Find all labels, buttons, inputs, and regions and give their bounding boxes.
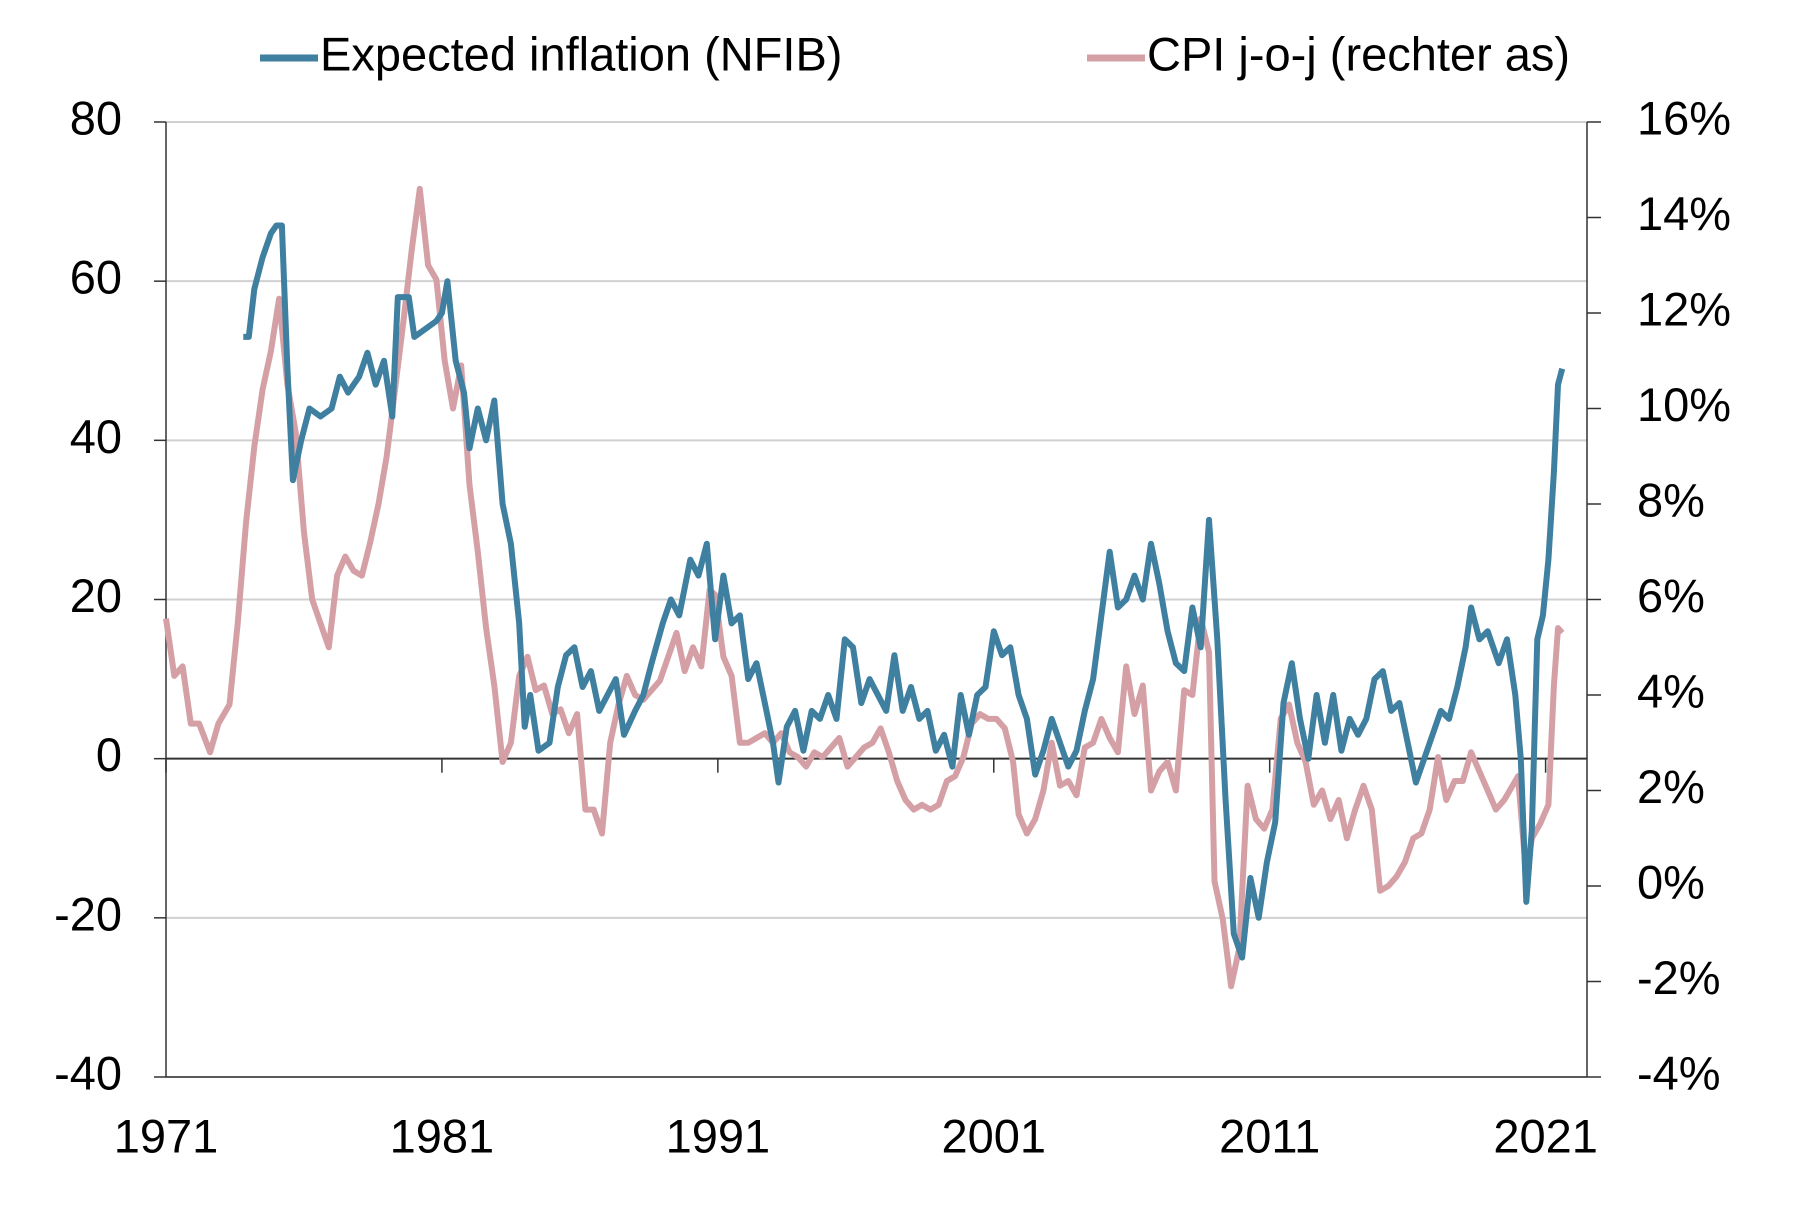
x-tick-label: 2001 [941, 1109, 1046, 1162]
series-line [163, 185, 1565, 990]
legend-label: Expected inflation (NFIB) [320, 27, 842, 80]
x-tick-label: 2011 [1219, 1109, 1320, 1162]
y2-tick-label: -2% [1637, 951, 1721, 1004]
series-line [243, 222, 1566, 961]
y2-tick-label: 10% [1637, 378, 1731, 431]
y-tick-label: 40 [70, 410, 122, 463]
y2-tick-label: -4% [1637, 1046, 1721, 1099]
y-tick-label: 20 [70, 569, 122, 622]
y2-tick-label: 12% [1637, 282, 1731, 335]
y-tick-label: -40 [54, 1046, 122, 1099]
x-tick-label: 1971 [114, 1109, 219, 1162]
x-tick-label: 1981 [390, 1109, 495, 1162]
y-tick-label: 0 [96, 728, 122, 781]
x-tick-label: 2021 [1493, 1109, 1598, 1162]
y-tick-label: 60 [70, 251, 122, 304]
y2-tick-label: 16% [1637, 91, 1731, 144]
y2-tick-label: 2% [1637, 760, 1705, 813]
x-tick-label: 1991 [666, 1109, 771, 1162]
y2-tick-label: 4% [1637, 664, 1705, 717]
y-tick-label: 80 [70, 91, 122, 144]
y2-tick-label: 6% [1637, 569, 1705, 622]
y2-tick-label: 8% [1637, 473, 1705, 526]
y2-tick-label: 0% [1637, 855, 1705, 908]
y2-tick-label: 14% [1637, 187, 1731, 240]
legend-label: CPI j-o-j (rechter as) [1147, 27, 1570, 80]
y-tick-label: -20 [54, 887, 122, 940]
